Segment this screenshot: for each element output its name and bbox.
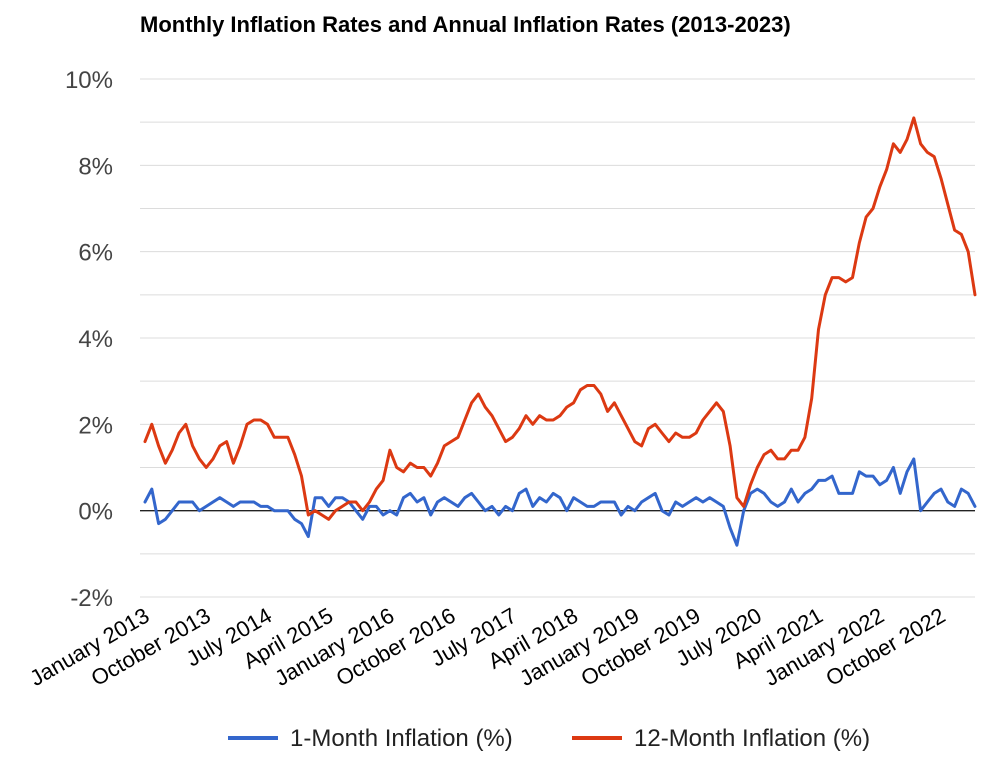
y-tick-label: 0% (78, 499, 113, 526)
legend-label: 12-Month Inflation (%) (634, 725, 870, 752)
gridlines (140, 78, 975, 598)
series-line-1-month (143, 457, 977, 547)
legend: 1-Month Inflation (%) 12-Month Inflation … (228, 725, 870, 752)
legend-label: 1-Month Inflation (%) (290, 725, 513, 752)
y-tick-label: 2% (78, 412, 113, 439)
y-tick-label: 6% (78, 240, 113, 267)
series-line-12-month (143, 116, 977, 521)
y-tick-label: 8% (78, 153, 113, 180)
y-tick-label: -2% (70, 585, 113, 612)
series-lines (143, 116, 977, 547)
y-tick-label: 10% (65, 67, 113, 94)
y-axis-tick-labels: -2% 0% 2% 4% 6% 8% 10% (65, 67, 113, 612)
y-tick-label: 4% (78, 326, 113, 353)
chart-title: Monthly Inflation Rates and Annual Infla… (140, 12, 791, 37)
